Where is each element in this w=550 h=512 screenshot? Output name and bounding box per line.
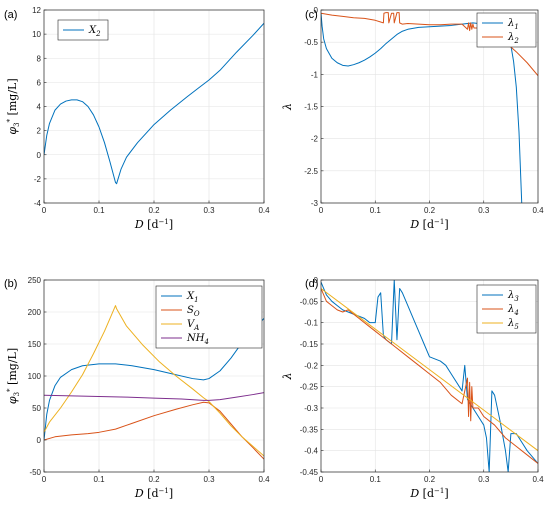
x-tick-label: 0 — [42, 206, 47, 215]
y-tick-label: 200 — [28, 308, 42, 317]
y-tick-label: -0.45 — [300, 468, 319, 477]
y-tick-label: -0.35 — [300, 425, 319, 434]
panel-label: (c) — [305, 9, 318, 21]
series-line — [44, 401, 264, 460]
y-tick-label: 150 — [28, 340, 42, 349]
x-tick-label: 0 — [319, 206, 324, 215]
series-line — [321, 280, 538, 472]
x-tick-label: 0.2 — [424, 206, 436, 215]
y-tick-label: -0.4 — [304, 447, 318, 456]
y-tick-label: -0.25 — [300, 383, 319, 392]
y-tick-label: -0.5 — [304, 38, 318, 47]
x-tick-label: 0.4 — [532, 475, 544, 484]
x-tick-label: 0.3 — [203, 475, 215, 484]
chart-panel: 0 0.1 0.2 0.3 0.4 -0.45 -0.4 -0.35 -0.3 -0.25 -0.2… — [281, 276, 544, 500]
legend-entry: λ3 — [507, 290, 519, 303]
y-axis-label: λ — [281, 373, 294, 381]
series-line — [44, 318, 264, 441]
y-tick-label: 250 — [28, 276, 42, 285]
y-tick-label: 8 — [37, 54, 42, 63]
x-tick-label: 0.1 — [370, 206, 382, 215]
series-line — [44, 392, 264, 401]
y-tick-label: -0.15 — [300, 340, 319, 349]
y-tick-label: 0 — [37, 436, 42, 445]
y-tick-label: -0.2 — [304, 361, 318, 370]
panel-label: (a) — [4, 9, 17, 21]
legend-entry: λ4 — [507, 304, 519, 317]
legend-entry: λ2 — [507, 32, 519, 45]
y-tick-label: 0 — [314, 276, 319, 285]
series-line — [321, 288, 538, 452]
x-axis-label: D [d−1] — [409, 218, 448, 231]
y-tick-label: 2 — [37, 127, 42, 136]
y-tick-label: -1.5 — [304, 103, 318, 112]
legend-entry: λ5 — [507, 318, 519, 331]
x-tick-label: 0.4 — [258, 206, 270, 215]
y-tick-label: 12 — [32, 6, 41, 15]
y-tick-label: 4 — [37, 103, 42, 112]
series-line — [321, 288, 538, 464]
y-tick-label: -1 — [311, 70, 319, 79]
x-tick-label: 0.1 — [370, 475, 382, 484]
series-line — [44, 22, 264, 185]
y-tick-label: 0 — [37, 151, 42, 160]
legend: X2 — [57, 19, 109, 41]
x-tick-label: 0 — [42, 475, 47, 484]
x-axis-label: D [d−1] — [409, 487, 448, 500]
y-tick-label: -0.05 — [300, 297, 319, 306]
chart-panel: 0 0.1 0.2 0.3 0.4 -4 -2 0 2 4 6 8 10 12 (a) D [d−1] φ3* … — [4, 6, 270, 231]
y-tick-label: 10 — [32, 30, 41, 39]
x-tick-label: 0.3 — [203, 206, 215, 215]
y-tick-label: -0.3 — [304, 404, 318, 413]
chart-panel: 0 0.1 0.2 0.3 0.4-3-2.5-2-1.5-1-0.50(c)D [d−… — [281, 6, 544, 231]
x-tick-label: 0.3 — [478, 475, 490, 484]
y-tick-label: 50 — [32, 404, 41, 413]
y-tick-label: -3 — [311, 199, 319, 208]
x-tick-label: 0.2 — [424, 475, 436, 484]
legend-entry: SO — [187, 305, 200, 318]
y-tick-label: -0.1 — [304, 319, 318, 328]
panel-label: (b) — [4, 278, 17, 290]
legend-entry: VA — [187, 319, 199, 332]
y-tick-label: -4 — [34, 199, 42, 208]
series-line — [44, 305, 264, 457]
y-tick-label: -2 — [311, 135, 319, 144]
x-tick-label: 0.2 — [148, 475, 160, 484]
y-tick-label: 6 — [37, 78, 42, 87]
y-tick-label: 100 — [28, 372, 42, 381]
legend-entry: X1 — [186, 291, 199, 304]
y-tick-label: -2.5 — [304, 167, 318, 176]
x-tick-label: 0.3 — [478, 206, 490, 215]
y-axis-label: φ3* [mg/L] — [6, 78, 21, 134]
x-tick-label: 0.2 — [148, 206, 160, 215]
y-tick-label: -50 — [29, 468, 41, 477]
panel-label: (d) — [305, 278, 318, 290]
x-tick-label: 0.1 — [93, 475, 105, 484]
legend-box — [155, 285, 263, 349]
legend-entry: λ1 — [507, 18, 519, 31]
x-tick-label: 0 — [319, 475, 324, 484]
y-axis-label: φ3* [mg/L] — [6, 348, 21, 404]
x-tick-label: 0.4 — [532, 206, 544, 215]
x-axis-label: D [d−1] — [134, 487, 173, 500]
legend-entry: NH4 — [186, 333, 209, 346]
y-tick-label: -2 — [34, 175, 42, 184]
x-tick-label: 0.1 — [93, 206, 105, 215]
legend-box — [476, 12, 537, 48]
legend-entry: X2 — [88, 25, 101, 38]
y-axis-label: λ — [281, 103, 294, 111]
x-tick-label: 0.4 — [258, 475, 270, 484]
y-tick-label: 0 — [314, 6, 319, 15]
x-axis-label: D [d−1] — [134, 218, 173, 231]
